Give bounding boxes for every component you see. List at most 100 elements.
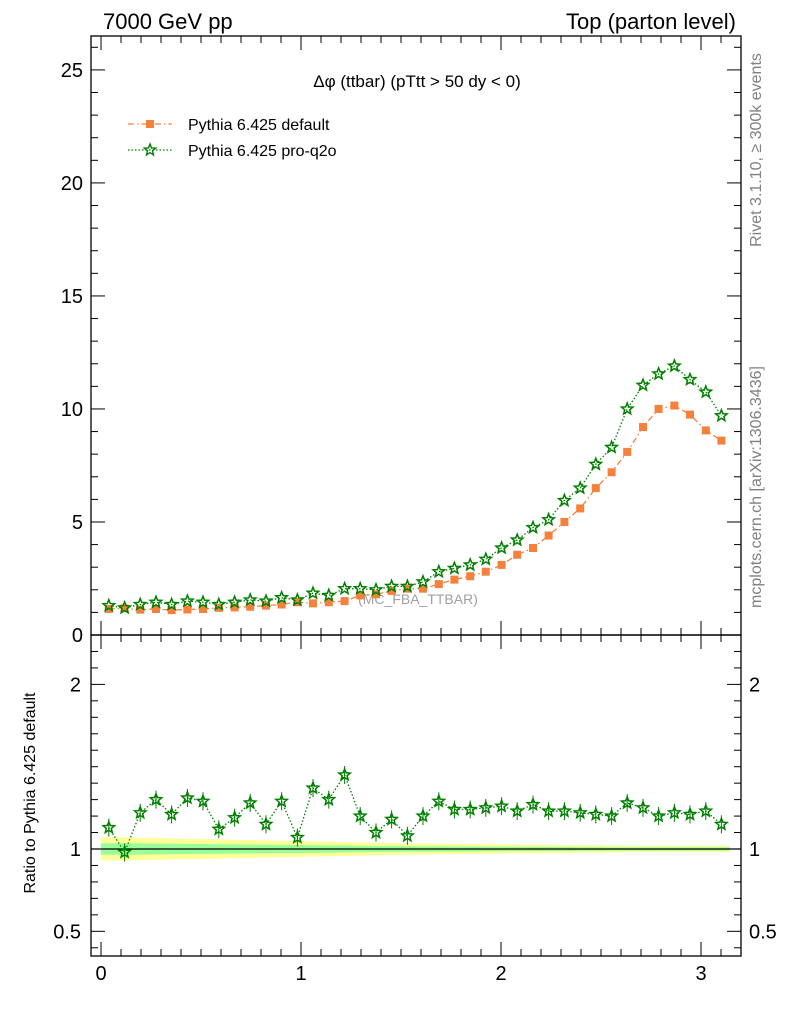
legend-entry-default: Pythia 6.425 default [128, 117, 330, 134]
ratio-series-point [258, 816, 274, 831]
ratio-series-point [650, 808, 667, 823]
series-proq2o-point [556, 492, 573, 508]
ratio-series-point [478, 799, 494, 815]
series-proq2o-point [399, 578, 416, 593]
main-ytick-label: 0 [72, 625, 83, 647]
series-default-point [230, 603, 239, 612]
series-default-point [167, 606, 176, 615]
series-proq2o-point [619, 400, 635, 416]
main-ytick-label: 20 [61, 173, 83, 195]
series-default-point [246, 602, 255, 611]
ratio-ytick-label: 1 [70, 839, 81, 861]
legend: Pythia 6.425 default Pythia 6.425 pro-q2… [128, 117, 337, 160]
series-proq2o-point [321, 587, 337, 602]
series-default-point [356, 591, 365, 600]
series-proq2o-point [682, 371, 698, 387]
series-proq2o-point [163, 596, 180, 611]
series-proq2o-point [195, 594, 211, 609]
ratio-ylabel: Ratio to Pythia 6.425 default [22, 692, 39, 894]
series-default-point [262, 601, 270, 610]
series-proq2o-point [650, 365, 667, 381]
ratio-series-point [242, 794, 258, 810]
series-proq2o-line [108, 365, 722, 609]
ratio-series-point [698, 803, 714, 818]
series-proq2o-point [305, 585, 321, 600]
series-proq2o-point [211, 596, 227, 611]
ratio-series-point [431, 793, 447, 808]
series-proq2o-point [540, 511, 557, 527]
series-default-point [560, 517, 569, 526]
series-proq2o-point [258, 593, 274, 608]
main-title: Δφ (ttbar) (pTtt > 50 dy < 0) [313, 72, 521, 91]
ratio-ytick-label: 0.5 [53, 921, 81, 943]
series-proq2o-point [226, 594, 243, 609]
ratio-series-point [321, 791, 337, 807]
ratio-series-point [540, 803, 557, 818]
series-proq2o-point [493, 539, 510, 555]
series-default-point [576, 504, 585, 513]
series-proq2o-point [368, 581, 384, 597]
legend-marker-default [146, 120, 154, 128]
series-proq2o-point [446, 560, 463, 575]
series-proq2o-point [572, 480, 588, 495]
ratio-series-point [163, 806, 180, 821]
ratio-series-point [132, 804, 148, 820]
series-proq2o-point [603, 439, 620, 454]
series-default-point [481, 567, 490, 576]
header-right: Top (parton level) [566, 9, 736, 34]
series-proq2o-point [698, 383, 714, 399]
series-default-point [639, 423, 647, 432]
series-default-point [324, 598, 333, 607]
ratio-series-point [588, 806, 604, 821]
series-default-point [419, 584, 427, 593]
series-default-point [591, 484, 600, 493]
series-default-point [529, 543, 537, 552]
series-proq2o-point [525, 519, 541, 535]
series-proq2o-point [242, 591, 258, 607]
series-default-point [607, 468, 616, 477]
series-default-point [717, 436, 726, 445]
mcplots-label: mcplots.cern.ch [arXiv:1306.3436] [748, 366, 765, 608]
ratio-ytick-label: 2 [70, 674, 81, 696]
ratio-xtick-label: 1 [295, 963, 306, 985]
series-proq2o-point [116, 599, 133, 615]
ratio-series-point [368, 824, 384, 840]
series-proq2o-point [179, 593, 196, 608]
series-proq2o-point [383, 578, 400, 593]
series-proq2o-point [101, 597, 117, 613]
legend-marker-proq2o [142, 142, 158, 157]
ratio-series-point [462, 801, 478, 816]
ratio-series-point [713, 816, 730, 831]
ratio-series-point [525, 796, 541, 812]
ratio-series-point [556, 803, 573, 818]
series-default-point [372, 590, 380, 599]
ratio-series-point [619, 794, 635, 810]
series-proq2o-point [132, 596, 148, 611]
series-proq2o-point [415, 573, 431, 589]
series-proq2o-point [478, 551, 494, 566]
series-proq2o-point [462, 556, 478, 572]
main-ytick-label: 15 [61, 286, 83, 308]
series-proq2o-point [352, 580, 368, 596]
ratio-series-point [509, 803, 525, 818]
series-proq2o-point [666, 357, 683, 373]
main-panel: 0 5 10 15 20 25 [61, 35, 742, 647]
series-default-line [108, 404, 722, 611]
series-default-point [309, 599, 317, 608]
ratio-xtick-label: 3 [695, 963, 706, 985]
ratio-series-point [666, 804, 683, 820]
series-default-point [152, 605, 160, 614]
series-default-point [670, 401, 679, 410]
series-default-point [183, 605, 192, 614]
legend-label-proq2o: Pythia 6.425 pro-q2o [188, 143, 337, 160]
series-default-point [466, 572, 475, 581]
watermark: (MC_FBA_TTBAR) [358, 591, 478, 607]
ratio-series-point [226, 809, 243, 825]
ratio-series-point [383, 811, 400, 826]
series-default-point [544, 531, 553, 540]
ratio-series-point [195, 793, 211, 808]
series-proq2o-point [336, 580, 353, 596]
main-ytick-label: 5 [72, 512, 83, 534]
ratio-series-point [289, 829, 306, 844]
series-proq2o-point [713, 407, 730, 423]
